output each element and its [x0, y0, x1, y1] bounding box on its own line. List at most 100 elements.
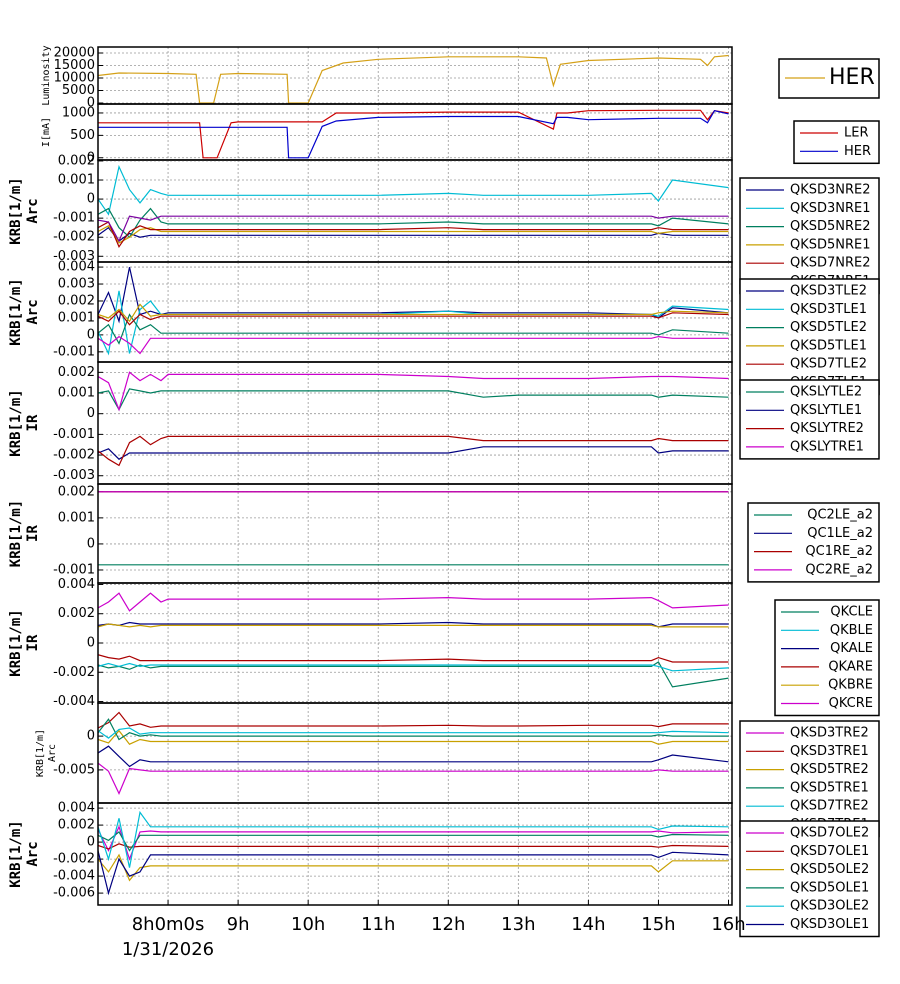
legend-label: QKSD3TLE1 — [790, 302, 867, 317]
legend-label: QKSLYTRE1 — [790, 439, 864, 454]
series-line — [98, 745, 729, 768]
x-tick-label: 9h — [227, 914, 250, 935]
legend-label: QKSD3OLE2 — [790, 899, 869, 914]
legend-label: QKSD5TRE1 — [790, 780, 869, 795]
plot-frame — [97, 159, 733, 263]
y-tick-label: -0.005 — [53, 762, 95, 777]
y-tick-label: 0 — [87, 729, 95, 744]
y-tick-label: 0 — [87, 150, 95, 165]
series-line — [98, 727, 729, 739]
y-tick-label: 0.001 — [58, 386, 95, 401]
legend-label: QKSD5TLE1 — [790, 338, 867, 353]
y-tick-label: 0.003 — [58, 277, 95, 292]
y-axis-label: Arc — [47, 744, 58, 762]
y-tick-label: -0.004 — [53, 694, 95, 709]
y-tick-label: -0.001 — [53, 211, 95, 226]
y-tick-label: 0 — [87, 406, 95, 421]
legend: LER HER — [793, 120, 880, 165]
legend-label: QKSD5NRE1 — [790, 237, 871, 252]
y-tick-label: -0.002 — [53, 230, 95, 245]
legend-label: QKSD5NRE2 — [790, 219, 871, 234]
legend-label: QKSD3TLE2 — [790, 284, 867, 299]
series-line — [98, 226, 729, 242]
legend-label: QKBRE — [828, 678, 873, 693]
y-tick-label: 0.001 — [58, 310, 95, 325]
y-tick-label: -0.001 — [53, 344, 95, 359]
y-axis-label: KRB[1/m] — [8, 177, 24, 244]
y-tick-label: 0.002 — [58, 484, 95, 499]
legend-box — [739, 278, 880, 396]
y-tick-label: 0.002 — [58, 293, 95, 308]
legend-box — [739, 820, 880, 938]
y-tick-label: 0 — [87, 192, 95, 207]
legend-box — [793, 120, 880, 165]
series-line — [98, 711, 729, 729]
legend-label: QC2LE_a2 — [807, 508, 873, 523]
y-tick-label: -0.003 — [53, 468, 95, 483]
y-tick-label: 0 — [87, 536, 95, 551]
series-line — [98, 621, 729, 628]
y-axis-label: IR — [25, 414, 41, 431]
y-tick-label: 0 — [87, 96, 95, 111]
series-line — [98, 110, 729, 159]
legend: QKSD3NRE2 QKSD3NRE1 QKSD5NRE2 QKSD5NRE1 QKSD… — [739, 177, 880, 295]
y-tick-label: 15000 — [54, 58, 95, 73]
series-line — [98, 313, 729, 345]
y-tick-label: -0.001 — [53, 562, 95, 577]
y-tick-label: 0.004 — [58, 260, 95, 275]
legend-label: QKSD7OLE1 — [790, 844, 869, 859]
y-axis-label: Arc — [25, 841, 41, 866]
legend-label: QKSD3NRE1 — [790, 201, 871, 216]
legend-label: QKSLYTLE2 — [790, 385, 862, 400]
y-tick-label: 0.004 — [58, 577, 95, 592]
legend-label: HER — [829, 65, 875, 90]
legend-label: QKCLE — [830, 605, 873, 620]
series-line — [98, 592, 729, 612]
y-axis-label: KRB[1/m] — [8, 500, 24, 567]
series-line — [98, 164, 729, 216]
x-tick-label: 10h — [291, 914, 325, 935]
y-tick-label: 0 — [87, 835, 95, 850]
y-tick-label: 5000 — [62, 83, 95, 98]
y-tick-label: 0.002 — [58, 606, 95, 621]
y-tick-label: -0.001 — [53, 427, 95, 442]
legend-label: QKSD3OLE1 — [790, 917, 869, 932]
series-line — [98, 310, 729, 326]
y-axis-label: IR — [25, 525, 41, 542]
legend-label: QKSD3TRE1 — [790, 744, 869, 759]
legend: QKSD7OLE2 QKSD7OLE1 QKSD5OLE2 QKSD5OLE1 QKSD… — [739, 820, 880, 938]
series-line — [98, 290, 729, 356]
y-axis-label: KRB[1/m] — [8, 389, 24, 456]
y-axis-label: I[mA] — [41, 117, 52, 147]
y-tick-label: -0.003 — [53, 249, 95, 264]
legend-box — [774, 599, 880, 717]
y-axis-label: Luminosity — [41, 45, 52, 105]
y-tick-label: 0.002 — [58, 365, 95, 380]
legend-label: QKSD7TLE2 — [790, 357, 867, 372]
legend-box — [739, 379, 880, 460]
legend-label: QC1RE_a2 — [805, 544, 873, 559]
legend-label: QC1LE_a2 — [807, 526, 873, 541]
legend-label: QKSD7OLE2 — [790, 826, 869, 841]
legend-box — [739, 720, 880, 838]
y-axis-label: KRB[1/m] — [8, 278, 24, 345]
legend-label: LER — [844, 126, 869, 141]
series-line — [98, 850, 729, 896]
series-line — [98, 654, 729, 663]
series-line — [98, 661, 729, 688]
legend-label: QKCRE — [829, 696, 873, 711]
y-tick-label: -0.006 — [53, 886, 95, 901]
plot-frame — [97, 361, 733, 485]
y-tick-label: 0.001 — [58, 510, 95, 525]
y-tick-label: 0.001 — [58, 173, 95, 188]
x-tick-label: 13h — [501, 914, 535, 935]
series-line — [98, 843, 729, 850]
x-tick-label: 16h — [711, 914, 745, 935]
series-line — [98, 215, 729, 243]
series-line — [98, 54, 729, 104]
series-line — [98, 371, 729, 412]
legend-label: QKSD3TRE2 — [790, 726, 869, 741]
legend-label: QKARE — [828, 659, 873, 674]
y-axis-label: Arc — [25, 299, 41, 324]
